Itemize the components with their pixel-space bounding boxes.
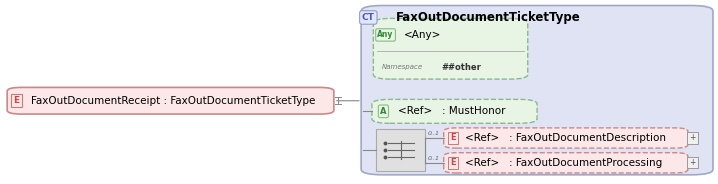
Text: 0..1: 0..1 (428, 131, 440, 136)
Text: <Ref>   : MustHonor: <Ref> : MustHonor (398, 106, 505, 116)
Text: ##other: ##other (442, 63, 482, 72)
Text: E: E (450, 134, 456, 142)
Text: +: + (689, 158, 696, 167)
FancyBboxPatch shape (372, 99, 537, 123)
Text: FaxOutDocumentTicketType: FaxOutDocumentTicketType (396, 11, 580, 24)
Text: 0..1: 0..1 (428, 156, 440, 161)
FancyBboxPatch shape (444, 128, 688, 148)
Text: +: + (689, 134, 696, 142)
FancyBboxPatch shape (444, 153, 688, 173)
Bar (687, 132, 698, 144)
Text: <Ref>   : FaxOutDocumentProcessing: <Ref> : FaxOutDocumentProcessing (465, 158, 663, 168)
Bar (376, 129, 425, 171)
Bar (687, 157, 698, 168)
Text: Namespace: Namespace (382, 64, 423, 70)
Text: A: A (380, 107, 387, 116)
Text: E: E (14, 96, 19, 105)
Text: CT: CT (362, 13, 375, 22)
Text: Any: Any (378, 31, 393, 39)
Text: FaxOutDocumentReceipt : FaxOutDocumentTicketType: FaxOutDocumentReceipt : FaxOutDocumentTi… (31, 96, 315, 106)
FancyBboxPatch shape (361, 6, 713, 175)
FancyBboxPatch shape (7, 87, 334, 114)
Text: <Ref>   : FaxOutDocumentDescription: <Ref> : FaxOutDocumentDescription (465, 133, 666, 143)
Text: <Any>: <Any> (404, 30, 442, 40)
Text: E: E (450, 158, 456, 167)
FancyBboxPatch shape (373, 18, 528, 79)
